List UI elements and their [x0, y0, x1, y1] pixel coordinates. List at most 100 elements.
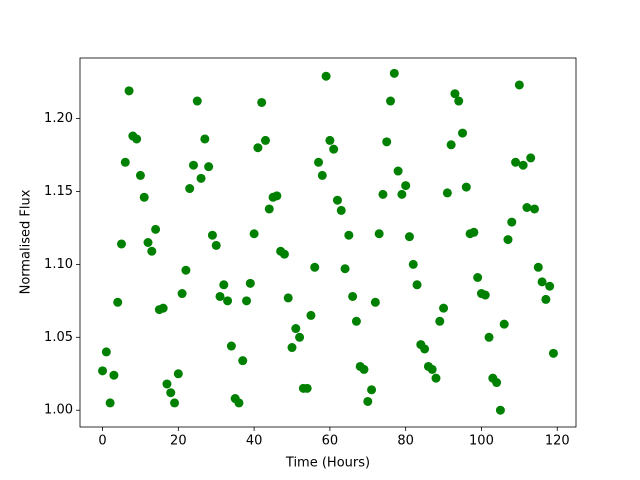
- point: [427, 364, 437, 374]
- point: [386, 96, 396, 106]
- y-tick-label: 1.05: [44, 330, 73, 345]
- point: [139, 192, 149, 202]
- y-axis-label: Normalised Flux: [19, 189, 34, 294]
- point: [249, 229, 259, 239]
- point: [397, 189, 407, 199]
- point: [514, 80, 524, 90]
- point: [253, 143, 263, 153]
- point: [492, 378, 502, 388]
- point: [234, 398, 244, 408]
- point: [151, 224, 161, 234]
- y-tick-label: 1.20: [44, 111, 73, 126]
- x-axis-label: Time (Hours): [285, 456, 370, 471]
- point: [204, 162, 214, 172]
- point: [181, 265, 191, 275]
- point: [109, 370, 119, 380]
- point: [378, 189, 388, 199]
- point: [351, 316, 361, 326]
- point: [260, 135, 270, 145]
- y-tick-label: 1.15: [44, 184, 73, 199]
- point: [370, 297, 380, 307]
- point: [454, 96, 464, 106]
- point: [143, 238, 153, 247]
- point: [287, 343, 297, 353]
- point: [124, 86, 134, 96]
- point: [522, 202, 532, 212]
- point: [295, 332, 305, 342]
- point: [332, 195, 342, 205]
- point: [344, 230, 354, 240]
- point: [170, 398, 180, 408]
- point: [545, 281, 555, 291]
- point: [116, 239, 126, 249]
- point: [420, 344, 430, 354]
- point: [113, 297, 123, 307]
- point: [306, 310, 316, 320]
- point: [507, 217, 517, 227]
- point: [367, 385, 377, 395]
- point: [245, 278, 255, 288]
- x-tick-label: 20: [170, 434, 187, 449]
- point: [336, 205, 346, 215]
- point: [329, 144, 339, 154]
- point: [511, 157, 521, 167]
- point: [242, 296, 252, 306]
- point: [541, 294, 551, 304]
- point: [533, 262, 543, 272]
- point: [135, 170, 145, 180]
- point: [192, 96, 202, 106]
- point: [120, 157, 130, 167]
- x-tick-label: 120: [545, 434, 570, 449]
- point: [147, 246, 157, 256]
- point: [101, 347, 111, 357]
- point: [484, 332, 494, 342]
- point: [469, 227, 479, 237]
- point: [412, 280, 422, 290]
- point: [348, 291, 358, 301]
- point: [105, 398, 115, 408]
- point: [431, 373, 441, 383]
- point: [98, 366, 108, 376]
- point: [314, 157, 324, 167]
- point: [226, 341, 236, 351]
- point: [162, 379, 172, 389]
- point: [461, 182, 471, 192]
- point: [537, 277, 547, 287]
- x-tick-label: 100: [469, 434, 494, 449]
- point: [530, 204, 540, 214]
- point: [393, 166, 403, 176]
- point: [200, 134, 210, 144]
- point: [495, 405, 505, 415]
- point: [173, 369, 183, 379]
- plot-frame: [79, 57, 577, 428]
- x-tick-label: 40: [246, 434, 263, 449]
- point: [279, 249, 289, 259]
- y-tick-label: 1.00: [44, 403, 73, 418]
- point: [283, 293, 293, 303]
- point: [264, 204, 274, 214]
- point: [340, 264, 350, 274]
- point: [473, 273, 483, 283]
- point: [526, 153, 536, 163]
- point: [223, 296, 233, 306]
- point: [166, 388, 176, 398]
- x-tick-label: 60: [322, 434, 339, 449]
- point: [317, 170, 327, 180]
- point: [291, 324, 301, 334]
- point: [158, 303, 168, 313]
- point: [439, 303, 449, 313]
- point: [188, 160, 198, 170]
- point: [363, 396, 373, 406]
- y-tick-label: 1.10: [44, 257, 73, 272]
- point: [374, 229, 384, 239]
- point: [499, 319, 509, 329]
- point: [480, 290, 490, 300]
- point: [132, 134, 142, 144]
- point: [257, 97, 267, 107]
- point: [401, 181, 411, 191]
- point: [408, 259, 418, 269]
- point: [196, 173, 206, 183]
- point: [404, 232, 414, 242]
